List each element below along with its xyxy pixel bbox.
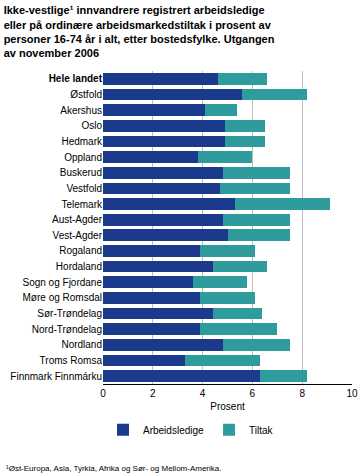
svg-text:0: 0 [100, 388, 106, 399]
svg-text:Nord-Trøndelag: Nord-Trøndelag [32, 324, 102, 335]
svg-text:Hordaland: Hordaland [56, 261, 102, 272]
svg-text:Rogaland: Rogaland [59, 245, 102, 256]
svg-text:Vest-Agder: Vest-Agder [53, 230, 103, 241]
svg-text:Telemark: Telemark [61, 199, 103, 210]
svg-text:Troms Romsa: Troms Romsa [40, 355, 103, 366]
svg-text:Prosent: Prosent [210, 401, 245, 412]
svg-text:Finnmark Finnmárku: Finnmark Finnmárku [10, 371, 102, 382]
svg-text:Nordland: Nordland [61, 339, 102, 350]
svg-text:Møre og Romsdal: Møre og Romsdal [23, 292, 102, 303]
svg-text:¹Øst-Europa, Asia, Tyrkia, Afr: ¹Øst-Europa, Asia, Tyrkia, Afrika og Sør… [6, 464, 221, 473]
svg-text:Vestfold: Vestfold [66, 183, 102, 194]
svg-text:Hele landet: Hele landet [49, 73, 103, 84]
svg-text:Tiltak: Tiltak [249, 425, 274, 436]
svg-text:Ikke-vestlige¹ innvandrere reg: Ikke-vestlige¹ innvandrere registrert ar… [4, 4, 275, 59]
svg-text:Arbeidsledige: Arbeidsledige [143, 425, 204, 436]
svg-text:Hedmark: Hedmark [61, 136, 103, 147]
svg-text:10: 10 [346, 388, 358, 399]
svg-text:6: 6 [250, 388, 256, 399]
svg-text:Buskerud: Buskerud [60, 167, 102, 178]
svg-text:Østfold: Østfold [70, 89, 102, 100]
svg-text:Sogn og Fjordane: Sogn og Fjordane [22, 277, 102, 288]
svg-text:Oslo: Oslo [81, 120, 102, 131]
svg-text:Aust-Agder: Aust-Agder [52, 214, 103, 225]
svg-text:Sør-Trøndelag: Sør-Trøndelag [37, 308, 102, 319]
svg-text:2: 2 [150, 388, 156, 399]
svg-text:Oppland: Oppland [64, 152, 102, 163]
svg-text:4: 4 [200, 388, 206, 399]
svg-text:Akershus: Akershus [60, 105, 102, 116]
svg-text:8: 8 [299, 388, 305, 399]
